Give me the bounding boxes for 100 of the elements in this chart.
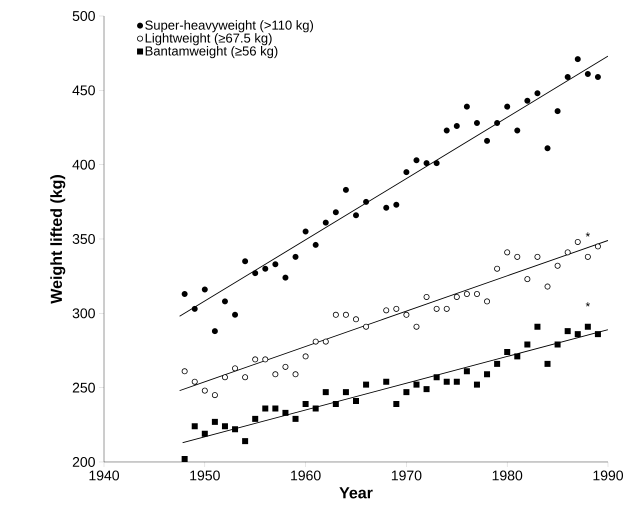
point — [424, 160, 430, 166]
point — [363, 198, 370, 205]
y-tick-label: 350 — [72, 234, 95, 244]
point — [342, 389, 349, 396]
point — [594, 74, 601, 80]
point — [574, 331, 581, 338]
point — [363, 324, 370, 330]
point — [302, 353, 309, 360]
y-tick-label: 300 — [72, 308, 95, 318]
point — [212, 392, 218, 398]
y-tick-label: 250 — [72, 382, 95, 393]
y-tick-label: 500 — [72, 11, 95, 21]
point — [212, 418, 218, 425]
point — [192, 423, 198, 430]
point — [222, 423, 228, 430]
x-axis-title: Year — [339, 487, 373, 498]
point — [262, 405, 268, 412]
point — [413, 157, 420, 164]
point — [454, 294, 460, 300]
point — [242, 438, 248, 444]
point — [342, 186, 349, 193]
point — [434, 160, 440, 166]
point — [534, 90, 540, 96]
point — [222, 298, 228, 304]
point — [212, 328, 218, 334]
point — [594, 243, 601, 250]
point — [524, 342, 530, 348]
point — [322, 389, 329, 396]
point — [564, 74, 571, 80]
y-tick-label: 400 — [72, 160, 95, 170]
point — [524, 98, 530, 104]
point — [544, 360, 551, 367]
point — [564, 249, 571, 256]
point — [474, 290, 480, 297]
x-tick-label: 1990 — [593, 470, 624, 480]
point — [383, 307, 390, 314]
x-tick-label: 1950 — [190, 470, 220, 480]
point — [594, 331, 601, 338]
point — [322, 220, 329, 226]
point — [262, 266, 268, 272]
point — [454, 123, 460, 129]
point — [272, 405, 278, 412]
point — [403, 389, 410, 396]
point — [282, 364, 288, 370]
point — [292, 254, 299, 260]
point — [424, 294, 430, 300]
point — [584, 324, 591, 330]
point — [383, 204, 390, 211]
legend-label: Lightweight (≥67.5 kg) — [146, 33, 272, 46]
point — [434, 374, 440, 380]
point — [564, 328, 571, 334]
point — [272, 371, 278, 378]
point — [464, 290, 470, 297]
point — [554, 262, 561, 269]
point — [584, 70, 591, 77]
point — [332, 312, 339, 318]
point — [262, 356, 268, 362]
point — [504, 348, 510, 355]
point — [444, 378, 450, 385]
point — [393, 306, 400, 312]
point — [182, 290, 188, 297]
legend-label: Bantamweight (≥56 kg) — [146, 46, 278, 58]
point — [514, 353, 520, 360]
point — [302, 228, 309, 235]
point — [494, 120, 500, 126]
point — [544, 284, 551, 290]
point — [494, 266, 500, 272]
point — [484, 138, 490, 144]
point — [434, 306, 440, 312]
point — [302, 401, 309, 408]
point — [252, 416, 258, 422]
y-tick-label: 200 — [72, 457, 95, 467]
x-tick-label: 1980 — [492, 470, 522, 480]
point — [192, 306, 198, 312]
point — [192, 378, 198, 385]
point — [524, 276, 530, 282]
point — [393, 202, 400, 208]
point — [484, 298, 490, 304]
point — [202, 286, 208, 293]
point — [182, 368, 188, 374]
x-tick-label: 1940 — [90, 470, 120, 480]
point — [413, 324, 420, 330]
point — [332, 209, 339, 216]
point — [494, 360, 500, 367]
point — [464, 104, 470, 110]
point — [292, 371, 299, 378]
point — [312, 338, 319, 345]
point — [232, 312, 238, 318]
point — [393, 401, 400, 408]
annotation: * — [586, 232, 590, 237]
point — [182, 456, 188, 462]
point — [504, 249, 510, 256]
point — [534, 254, 540, 260]
point — [534, 324, 540, 330]
x-tick-label: 1970 — [392, 470, 422, 480]
point — [424, 386, 430, 392]
point — [202, 388, 208, 394]
point — [353, 212, 360, 218]
point — [202, 430, 208, 437]
point — [554, 342, 561, 348]
